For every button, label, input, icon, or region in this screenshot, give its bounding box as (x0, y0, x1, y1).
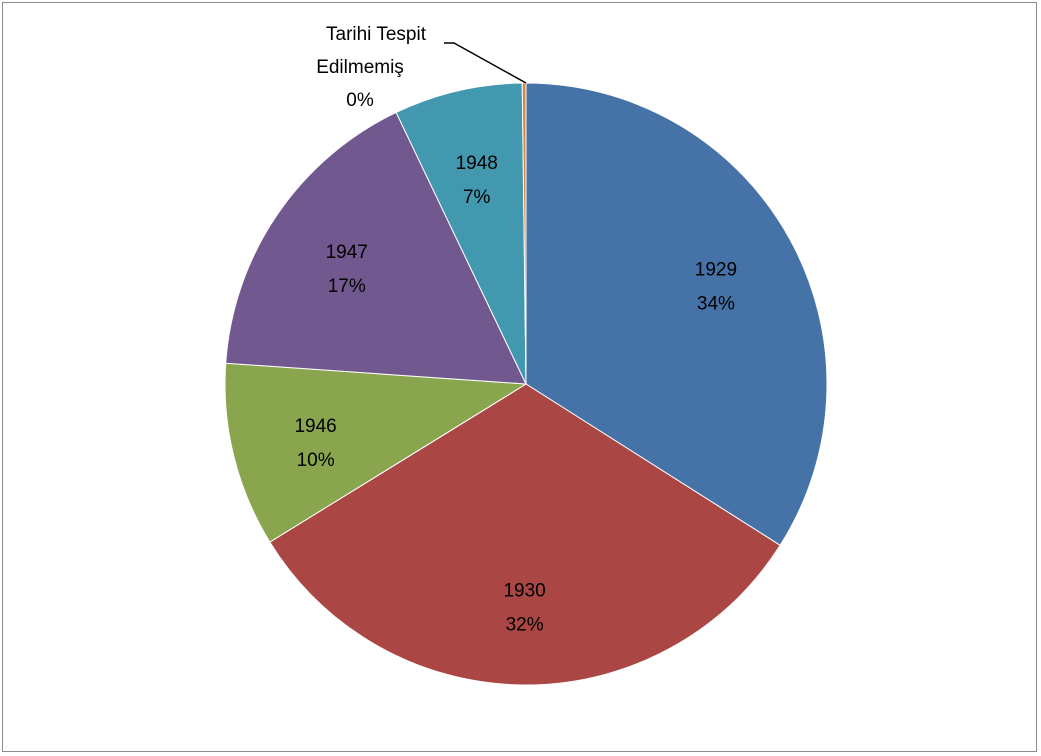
slice-percent-label-3: 17% (328, 276, 366, 297)
slice-percent-label-4: 7% (463, 187, 491, 208)
callout-label-line3: 0% (346, 90, 374, 111)
slice-percent-label-1: 32% (506, 615, 544, 636)
pie-slice-3 (225, 111, 527, 385)
pie-slice-4 (395, 82, 527, 385)
callout-label-line2: Edilmemiş (316, 57, 404, 78)
slice-category-label-0: 1929 (695, 260, 737, 281)
slice-category-label-3: 1947 (326, 242, 368, 263)
pie-slice-0 (525, 82, 828, 546)
pie-slices (224, 82, 828, 686)
slice-labels: 1929 34% 1930 32% 1946 10% 1947 17% 1948 7% (294, 153, 737, 636)
pie-chart: 1929 34% 1930 32% 1946 10% 1947 17% 1948 7% Tarih… (224, 24, 828, 686)
slice-category-label-2: 1946 (294, 416, 336, 437)
pie-slice-2 (224, 362, 528, 543)
slice-percent-label-0: 34% (697, 294, 735, 315)
callout-label-line1: Tarihi Tespit (326, 24, 427, 45)
pie-slice-1 (269, 383, 781, 686)
callout: Tarihi Tespit Edilmemiş 0% (316, 24, 527, 111)
slice-percent-label-2: 10% (297, 450, 335, 471)
slice-category-label-4: 1948 (456, 153, 498, 174)
callout-leader-line (444, 42, 527, 84)
slice-category-label-1: 1930 (503, 581, 545, 602)
